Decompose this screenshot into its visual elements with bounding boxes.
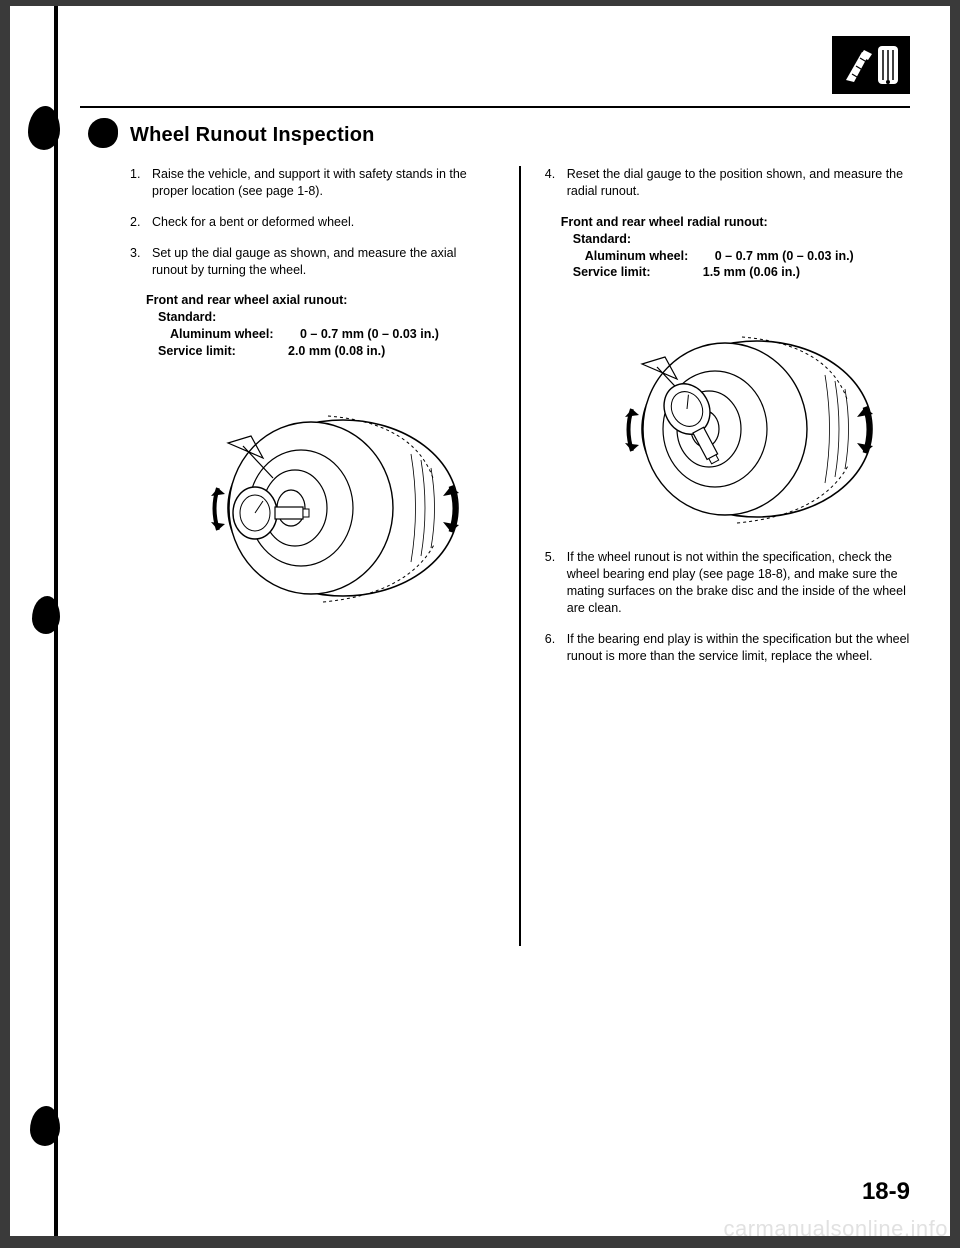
step-item: 3. Set up the dial gauge as shown, and m… bbox=[146, 245, 495, 279]
step-number: 5. bbox=[545, 549, 555, 566]
spec-row: Aluminum wheel: 0 – 0.7 mm (0 – 0.03 in.… bbox=[146, 326, 495, 343]
wheel-radial-illustration bbox=[587, 309, 887, 529]
step-item: 5. If the wheel runout is not within the… bbox=[561, 549, 910, 617]
step-text: Reset the dial gauge to the position sho… bbox=[567, 167, 903, 198]
header-rule bbox=[80, 106, 910, 108]
step-text: Set up the dial gauge as shown, and meas… bbox=[152, 246, 456, 277]
step-item: 4. Reset the dial gauge to the position … bbox=[561, 166, 910, 200]
binder-hole-shadow bbox=[32, 596, 60, 634]
procedure-steps-left: 1. Raise the vehicle, and support it wit… bbox=[130, 166, 495, 278]
step-item: 1. Raise the vehicle, and support it wit… bbox=[146, 166, 495, 200]
manual-page: Wheel Runout Inspection 1. Raise the veh… bbox=[10, 6, 950, 1236]
left-column: 1. Raise the vehicle, and support it wit… bbox=[130, 166, 495, 1156]
page-number: 18-9 bbox=[862, 1178, 910, 1206]
step-number: 3. bbox=[130, 245, 140, 262]
brake-system-icon bbox=[840, 42, 902, 88]
procedure-steps-right-a: 4. Reset the dial gauge to the position … bbox=[545, 166, 910, 200]
content-columns: 1. Raise the vehicle, and support it wit… bbox=[130, 166, 910, 1156]
step-number: 4. bbox=[545, 166, 555, 183]
page-title: Wheel Runout Inspection bbox=[130, 124, 375, 147]
spec-heading: Front and rear wheel axial runout: bbox=[146, 292, 495, 309]
spec-service-value: 1.5 mm (0.06 in.) bbox=[703, 264, 800, 281]
radial-runout-diagram bbox=[545, 299, 910, 549]
spec-row-label: Aluminum wheel: bbox=[170, 326, 300, 343]
spec-heading: Front and rear wheel radial runout: bbox=[561, 214, 910, 231]
spec-row-label: Aluminum wheel: bbox=[585, 248, 715, 265]
section-icon-badge bbox=[832, 36, 910, 94]
step-item: 2. Check for a bent or deformed wheel. bbox=[146, 214, 495, 231]
spec-service-value: 2.0 mm (0.08 in.) bbox=[288, 343, 385, 360]
step-number: 2. bbox=[130, 214, 140, 231]
binder-hole-shadow bbox=[30, 1106, 60, 1146]
step-text: Check for a bent or deformed wheel. bbox=[152, 215, 354, 229]
spec-standard-label: Standard: bbox=[561, 231, 910, 248]
spec-service-label: Service limit: bbox=[573, 264, 703, 281]
wheel-axial-illustration bbox=[173, 388, 473, 608]
spec-row: Aluminum wheel: 0 – 0.7 mm (0 – 0.03 in.… bbox=[561, 248, 910, 265]
column-divider bbox=[519, 166, 521, 946]
step-text: If the bearing end play is within the sp… bbox=[567, 632, 910, 663]
axial-runout-diagram bbox=[130, 378, 495, 628]
right-column: 4. Reset the dial gauge to the position … bbox=[545, 166, 910, 1156]
binder-hole-shadow bbox=[28, 106, 60, 150]
spec-standard-label: Standard: bbox=[146, 309, 495, 326]
spec-service-label: Service limit: bbox=[158, 343, 288, 360]
step-text: Raise the vehicle, and support it with s… bbox=[152, 167, 467, 198]
spec-service-row: Service limit: 2.0 mm (0.08 in.) bbox=[146, 343, 495, 360]
step-text: If the wheel runout is not within the sp… bbox=[567, 550, 906, 615]
spec-row-value: 0 – 0.7 mm (0 – 0.03 in.) bbox=[300, 326, 439, 343]
radial-spec-block: Front and rear wheel radial runout: Stan… bbox=[545, 214, 910, 282]
title-bullet-icon bbox=[88, 118, 118, 148]
spec-row-value: 0 – 0.7 mm (0 – 0.03 in.) bbox=[715, 248, 854, 265]
axial-spec-block: Front and rear wheel axial runout: Stand… bbox=[130, 292, 495, 360]
watermark-text: carmanualsonline.info bbox=[723, 1216, 948, 1242]
procedure-steps-right-b: 5. If the wheel runout is not within the… bbox=[545, 549, 910, 664]
step-number: 6. bbox=[545, 631, 555, 648]
step-item: 6. If the bearing end play is within the… bbox=[561, 631, 910, 665]
binder-edge bbox=[10, 6, 60, 1236]
spec-service-row: Service limit: 1.5 mm (0.06 in.) bbox=[561, 264, 910, 281]
step-number: 1. bbox=[130, 166, 140, 183]
